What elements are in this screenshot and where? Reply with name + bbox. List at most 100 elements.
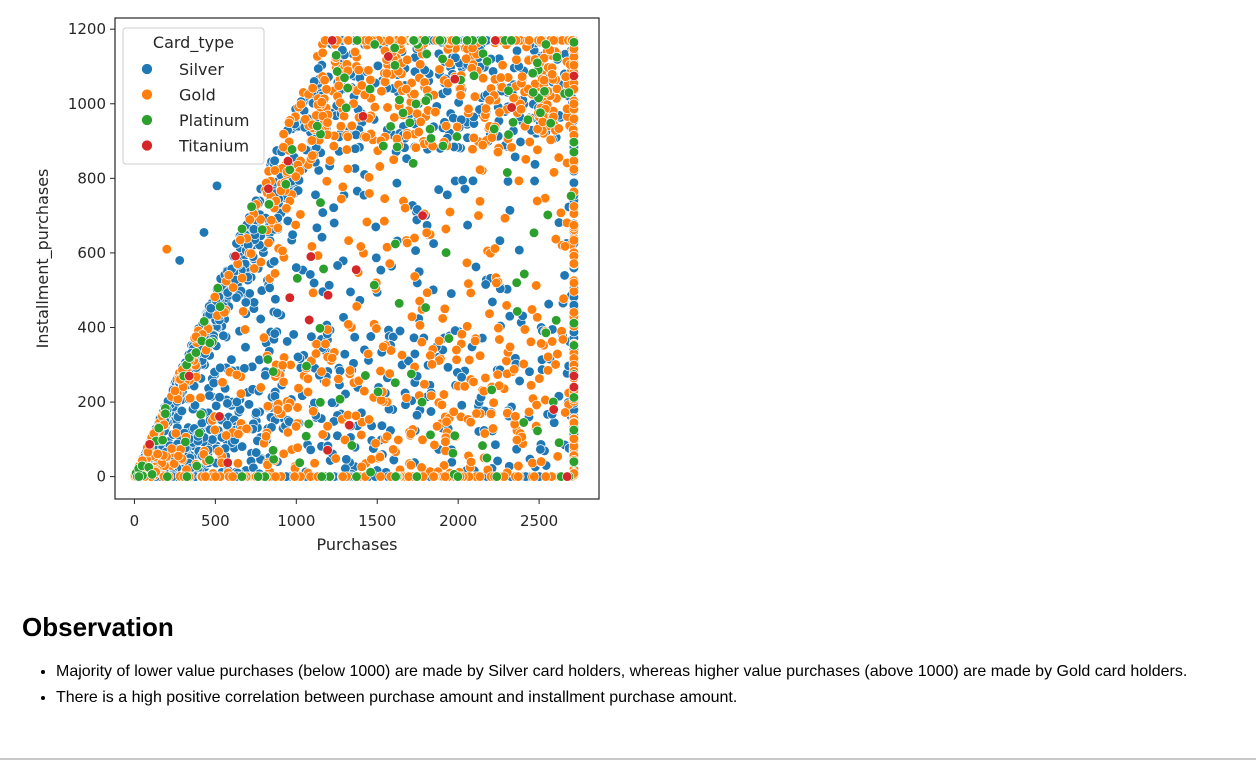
data-point-gold	[308, 406, 319, 417]
data-point-platinum	[318, 263, 329, 275]
data-point-platinum	[443, 333, 455, 344]
data-point-titanium	[304, 314, 315, 326]
y-tick-label: 1000	[68, 95, 106, 113]
data-point-silver	[329, 217, 340, 229]
data-point-silver	[255, 313, 266, 325]
data-point-silver	[174, 255, 185, 266]
data-point-gold	[238, 306, 249, 317]
data-point-gold	[236, 272, 248, 284]
data-point-gold	[382, 102, 393, 113]
data-point-titanium	[230, 250, 241, 262]
data-point-gold	[255, 214, 266, 225]
data-point-platinum	[451, 131, 463, 142]
data-point-platinum	[449, 430, 460, 441]
data-point-gold	[384, 368, 395, 379]
data-point-gold	[359, 385, 370, 397]
data-point-gold	[532, 312, 543, 323]
data-point-gold	[463, 278, 474, 289]
data-point-gold	[342, 163, 353, 175]
data-point-gold	[426, 390, 437, 401]
data-point-platinum	[392, 141, 403, 153]
y-tick-label: 1200	[68, 20, 106, 38]
data-point-platinum	[204, 337, 215, 349]
data-point-gold	[335, 121, 347, 132]
y-axis-label: Installment_purchases	[33, 169, 53, 349]
data-point-gold	[366, 454, 377, 465]
data-point-silver	[270, 294, 281, 305]
data-point-gold	[235, 388, 247, 399]
data-point-silver	[198, 227, 210, 238]
data-point-gold	[263, 237, 274, 248]
data-point-silver	[313, 63, 324, 74]
data-point-gold	[363, 65, 374, 76]
data-point-platinum	[385, 121, 396, 132]
data-point-gold	[542, 351, 554, 362]
data-point-gold	[547, 336, 558, 347]
data-point-silver	[529, 175, 540, 187]
data-point-gold	[536, 338, 547, 349]
data-point-platinum	[339, 72, 350, 83]
data-point-gold	[517, 71, 528, 82]
bottom-divider	[0, 758, 1256, 760]
data-point-silver	[428, 238, 439, 249]
data-point-platinum	[394, 298, 405, 309]
data-point-silver	[324, 280, 335, 291]
data-point-gold	[519, 324, 531, 335]
data-point-silver	[240, 342, 251, 353]
y-tick-label: 0	[96, 468, 106, 486]
data-point-gold	[262, 401, 274, 412]
data-point-gold	[241, 423, 252, 434]
data-point-titanium	[144, 439, 155, 450]
data-point-gold	[401, 130, 413, 141]
data-point-gold	[161, 244, 172, 255]
data-point-platinum	[180, 436, 191, 448]
data-point-platinum	[267, 445, 279, 456]
data-point-platinum	[334, 394, 346, 405]
data-point-gold	[416, 336, 427, 348]
data-point-gold	[249, 263, 260, 274]
data-point-platinum	[332, 66, 343, 77]
data-point-platinum	[257, 224, 268, 235]
data-point-gold	[493, 322, 504, 334]
data-point-platinum	[568, 456, 580, 467]
data-point-gold	[552, 348, 563, 360]
data-point-gold	[302, 386, 314, 398]
data-point-platinum	[390, 238, 401, 250]
data-point-gold	[415, 116, 426, 127]
data-point-gold	[379, 215, 390, 227]
data-point-silver	[204, 390, 215, 401]
data-point-gold	[455, 90, 466, 101]
data-point-gold	[474, 164, 486, 175]
data-point-platinum	[360, 370, 371, 381]
data-point-gold	[417, 434, 428, 445]
data-point-platinum	[408, 35, 419, 46]
data-point-silver	[459, 183, 471, 195]
data-point-gold	[266, 215, 277, 226]
data-point-gold	[292, 442, 303, 453]
data-point-silver	[269, 155, 280, 166]
data-point-gold	[342, 131, 353, 142]
data-point-gold	[440, 471, 451, 482]
data-point-gold	[433, 335, 445, 347]
data-point-gold	[406, 311, 418, 322]
data-point-gold	[463, 103, 474, 114]
data-point-platinum	[341, 102, 352, 113]
data-point-gold	[405, 460, 417, 471]
data-point-silver	[462, 219, 473, 231]
data-point-platinum	[365, 467, 376, 478]
data-point-platinum	[315, 397, 326, 408]
data-point-gold	[552, 451, 563, 462]
data-point-titanium	[322, 445, 333, 456]
data-point-silver	[409, 348, 421, 360]
legend-marker-gold	[141, 88, 153, 101]
data-point-gold	[296, 142, 308, 153]
data-point-silver	[442, 189, 453, 200]
legend: Card_type Silver Gold Platinum Titanium	[122, 27, 265, 165]
data-point-gold	[388, 154, 399, 165]
data-point-gold	[307, 287, 319, 298]
data-point-silver	[502, 176, 514, 187]
data-point-platinum	[502, 167, 513, 178]
data-point-platinum	[378, 140, 389, 152]
data-point-silver	[514, 375, 525, 387]
data-point-gold	[405, 428, 416, 439]
